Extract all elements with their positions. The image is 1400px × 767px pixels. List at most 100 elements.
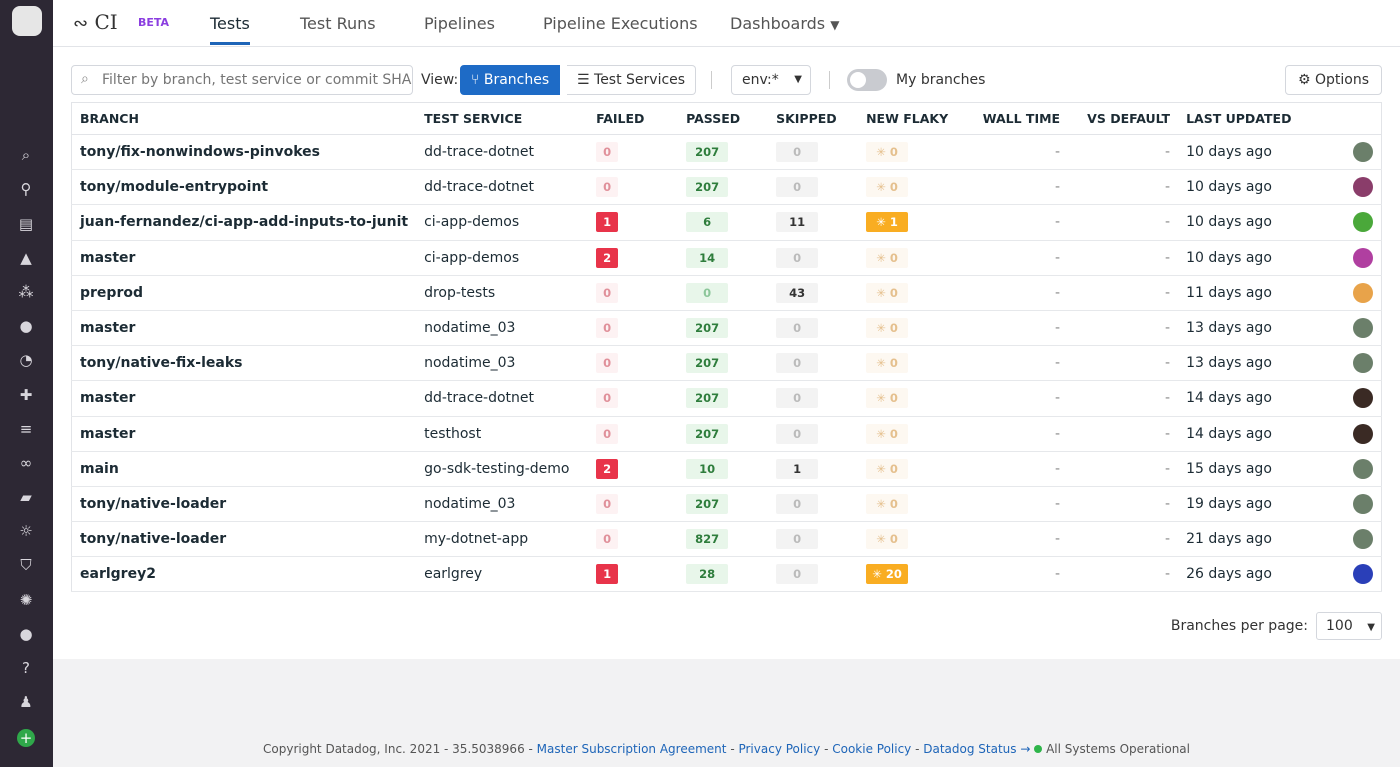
avatar[interactable] [1353, 282, 1373, 303]
branch-name[interactable]: master [71, 416, 417, 452]
table-row[interactable]: earlgrey2 earlgrey 1 28 0 ✳ 20 - - 26 da… [71, 556, 1382, 593]
branch-name[interactable]: tony/module-entrypoint [71, 169, 417, 206]
tab-pipeline-executions[interactable]: Pipeline Executions [543, 14, 698, 33]
team-icon[interactable]: ♟ [19, 693, 33, 711]
env-select[interactable]: env:* ▼ [731, 65, 811, 95]
table-row[interactable]: main go-sdk-testing-demo 2 10 1 ✳ 0 - - … [71, 451, 1382, 487]
avatar[interactable] [1353, 458, 1373, 479]
table-row[interactable]: preprod drop-tests 0 0 43 ✳ 0 - - 11 day… [71, 275, 1382, 311]
notebook-icon[interactable]: ▰ [20, 488, 32, 506]
branch-name[interactable]: tony/native-loader [71, 486, 417, 523]
branch-name[interactable]: tony/native-loader [71, 521, 417, 558]
tab-test-runs[interactable]: Test Runs [300, 14, 376, 33]
chat-icon[interactable]: ● [19, 625, 33, 643]
avatar[interactable] [1353, 247, 1373, 268]
tab-pipelines[interactable]: Pipelines [424, 14, 495, 33]
ci-icon[interactable]: ∞ [19, 454, 33, 472]
avatar[interactable] [1353, 177, 1373, 198]
monitors-icon[interactable]: ● [19, 317, 33, 335]
datadog-logo[interactable] [12, 6, 42, 36]
column-header[interactable]: TEST SERVICE [416, 102, 589, 135]
integrations-icon[interactable]: ⁂ [18, 283, 34, 301]
avatar[interactable] [1353, 564, 1373, 585]
security-icon[interactable]: ⛉ [20, 556, 32, 574]
new-flaky-count: ✳ 0 [866, 493, 909, 514]
search-icon[interactable]: ⌕ [21, 146, 31, 164]
search-input[interactable] [71, 65, 413, 95]
column-header[interactable]: WALL TIME [958, 102, 1069, 135]
table-row[interactable]: tony/native-loader my-dotnet-app 0 827 0… [71, 521, 1382, 558]
msa-link[interactable]: Master Subscription Agreement [536, 742, 727, 756]
avatar[interactable] [1353, 493, 1373, 514]
column-header[interactable]: LAST UPDATED [1178, 102, 1329, 135]
table-row[interactable]: master testhost 0 207 0 ✳ 0 - - 14 days … [71, 416, 1382, 452]
column-header[interactable]: VS DEFAULT [1068, 102, 1179, 135]
branch-name[interactable]: main [71, 451, 417, 487]
my-branches-toggle[interactable] [847, 69, 887, 91]
avatar[interactable] [1353, 423, 1373, 444]
tab-tests[interactable]: Tests [210, 14, 250, 45]
binoculars-icon[interactable]: ⚲ [20, 180, 32, 198]
snowflake-icon: ✳ [876, 180, 886, 195]
column-header[interactable]: NEW FLAKY [858, 102, 959, 135]
status-link[interactable]: Datadog Status [923, 742, 1017, 756]
table-row[interactable]: master dd-trace-dotnet 0 207 0 ✳ 0 - - 1… [71, 380, 1382, 417]
options-button[interactable]: ⚙ Options [1284, 65, 1382, 95]
branches-button[interactable]: ⑂ Branches [460, 65, 561, 95]
vs-default: - [1068, 556, 1179, 593]
failed-count: 0 [596, 318, 619, 339]
user-avatar-icon[interactable]: + [17, 729, 35, 747]
puzzle-icon[interactable]: ✚ [19, 386, 33, 404]
synthetics-icon[interactable]: ☼ [19, 522, 33, 540]
wall-time: - [958, 310, 1069, 347]
column-header[interactable]: BRANCH [71, 102, 417, 135]
failed-cell: 0 [588, 521, 679, 558]
passed-cell: 207 [678, 380, 769, 417]
branch-name[interactable]: earlgrey2 [71, 556, 417, 593]
column-header[interactable]: SKIPPED [768, 102, 859, 135]
branch-name[interactable]: master [71, 310, 417, 347]
table-row[interactable]: juan-fernandez/ci-app-add-inputs-to-juni… [71, 204, 1382, 241]
new-flaky-count: ✳ 0 [866, 318, 909, 339]
avatar[interactable] [1353, 318, 1373, 339]
last-updated: 14 days ago [1178, 416, 1329, 452]
branch-name[interactable]: preprod [71, 275, 417, 311]
avatar[interactable] [1353, 529, 1373, 550]
table-row[interactable]: master nodatime_03 0 207 0 ✳ 0 - - 13 da… [71, 310, 1382, 347]
branch-name[interactable]: master [71, 240, 417, 276]
ci-title: ∾ CI [73, 10, 118, 34]
test-services-button[interactable]: ☰ Test Services [567, 65, 697, 95]
logs-icon[interactable]: ≡ [19, 420, 33, 438]
avatar[interactable] [1353, 142, 1373, 163]
skipped-cell: 0 [768, 416, 859, 452]
table-row[interactable]: tony/native-fix-leaks nodatime_03 0 207 … [71, 345, 1382, 382]
table-row[interactable]: tony/native-loader nodatime_03 0 207 0 ✳… [71, 486, 1382, 523]
metrics-icon[interactable]: ▲ [20, 249, 32, 267]
cookie-link[interactable]: Cookie Policy [832, 742, 912, 756]
skipped-count: 1 [776, 458, 819, 479]
ci-logo-icon: ∾ [73, 13, 89, 34]
flaky-cell: ✳ 20 [858, 556, 959, 593]
tab-dashboards[interactable]: Dashboards ▼ [730, 14, 840, 33]
dashboard-icon[interactable]: ▤ [18, 215, 34, 233]
branch-name[interactable]: master [71, 380, 417, 417]
avatar[interactable] [1353, 212, 1373, 233]
help-icon[interactable]: ? [22, 659, 30, 677]
branch-icon: ⑂ [471, 72, 480, 88]
table-row[interactable]: tony/fix-nonwindows-pinvokes dd-trace-do… [71, 134, 1382, 171]
per-page-select[interactable]: 100 ▼ [1316, 612, 1382, 640]
privacy-link[interactable]: Privacy Policy [738, 742, 821, 756]
table-row[interactable]: master ci-app-demos 2 14 0 ✳ 0 - - 10 da… [71, 240, 1382, 276]
apm-icon[interactable]: ◔ [19, 351, 33, 369]
last-updated: 19 days ago [1178, 486, 1329, 523]
rum-icon[interactable]: ✺ [19, 591, 33, 609]
column-header[interactable]: FAILED [588, 102, 679, 135]
view-label: View: [421, 72, 459, 88]
column-header[interactable]: PASSED [678, 102, 769, 135]
branch-name[interactable]: juan-fernandez/ci-app-add-inputs-to-juni… [71, 204, 417, 241]
branch-name[interactable]: tony/native-fix-leaks [71, 345, 417, 382]
avatar[interactable] [1353, 353, 1373, 374]
table-row[interactable]: tony/module-entrypoint dd-trace-dotnet 0… [71, 169, 1382, 206]
avatar[interactable] [1353, 388, 1373, 409]
branch-name[interactable]: tony/fix-nonwindows-pinvokes [71, 134, 417, 171]
